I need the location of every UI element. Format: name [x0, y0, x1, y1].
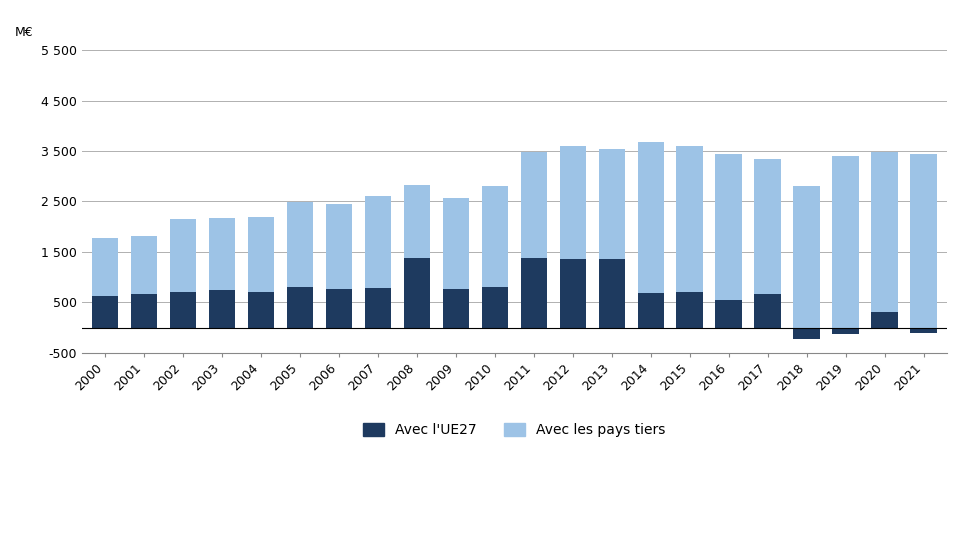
Bar: [131, 236, 157, 294]
Bar: [559, 146, 585, 259]
Bar: [598, 150, 625, 259]
Legend: Avec l'UE27, Avec les pays tiers: Avec l'UE27, Avec les pays tiers: [357, 417, 671, 443]
Bar: [209, 290, 235, 327]
Bar: [131, 294, 157, 327]
Bar: [909, 154, 936, 327]
Bar: [364, 197, 391, 288]
Bar: [248, 216, 274, 291]
Bar: [520, 151, 547, 258]
Bar: [169, 292, 196, 327]
Bar: [169, 219, 196, 292]
Bar: [753, 158, 780, 294]
Bar: [831, 156, 858, 327]
Bar: [442, 289, 469, 327]
Bar: [404, 258, 430, 327]
Text: M€: M€: [15, 26, 34, 39]
Bar: [326, 204, 352, 289]
Bar: [793, 187, 819, 327]
Bar: [676, 292, 702, 327]
Bar: [209, 217, 235, 290]
Bar: [481, 187, 507, 287]
Bar: [520, 258, 547, 327]
Bar: [286, 287, 313, 327]
Bar: [871, 151, 897, 312]
Bar: [637, 142, 663, 293]
Bar: [248, 291, 274, 327]
Bar: [364, 288, 391, 327]
Bar: [715, 153, 741, 300]
Bar: [871, 312, 897, 327]
Bar: [598, 259, 625, 327]
Bar: [404, 185, 430, 258]
Bar: [91, 238, 118, 296]
Bar: [481, 287, 507, 327]
Bar: [753, 294, 780, 327]
Bar: [91, 296, 118, 327]
Bar: [715, 300, 741, 327]
Bar: [286, 202, 313, 287]
Bar: [326, 289, 352, 327]
Bar: [793, 327, 819, 338]
Bar: [559, 259, 585, 327]
Bar: [831, 327, 858, 334]
Bar: [909, 327, 936, 332]
Bar: [637, 293, 663, 327]
Bar: [442, 198, 469, 289]
Bar: [676, 146, 702, 292]
